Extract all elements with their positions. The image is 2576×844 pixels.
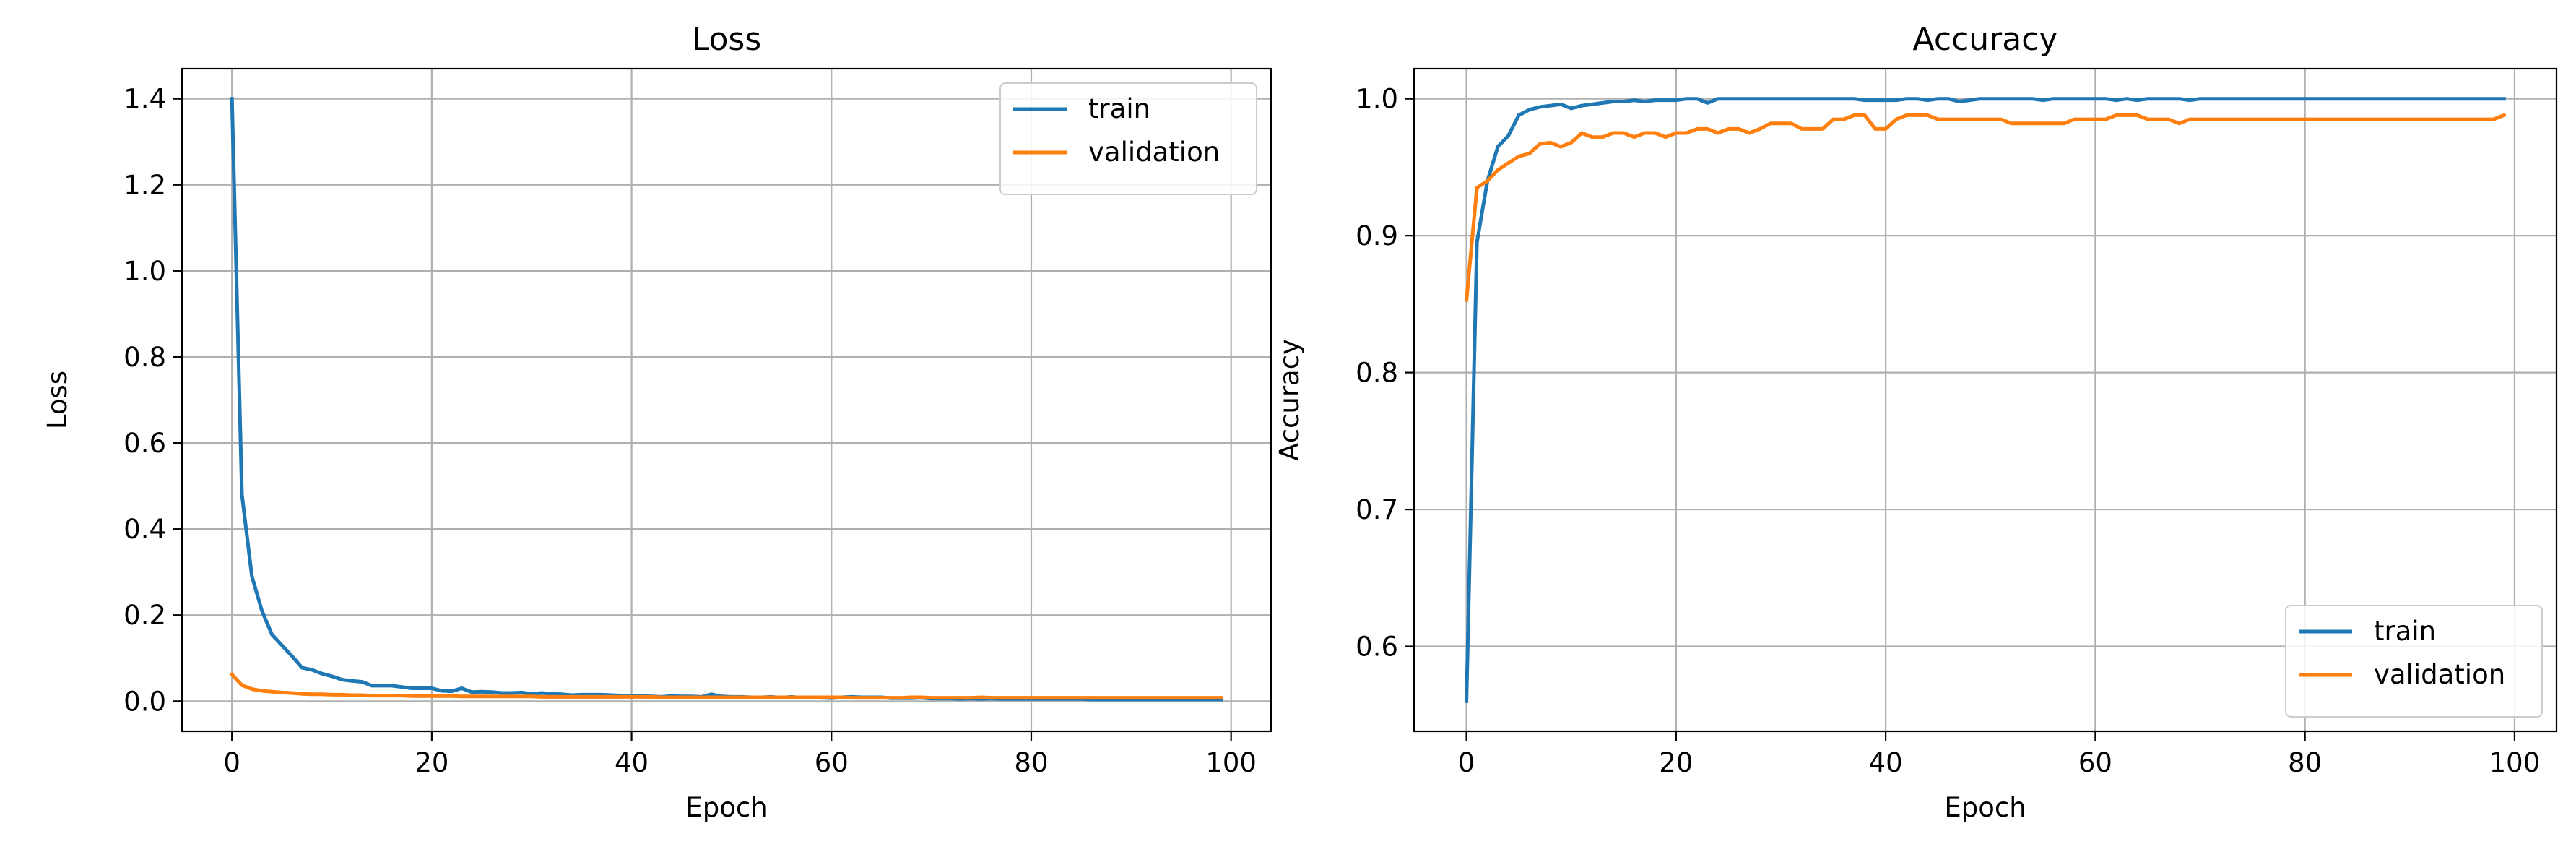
series-line-train xyxy=(1465,97,2506,703)
x-tick-label: 40 xyxy=(615,747,649,778)
chart-title: Accuracy xyxy=(1913,21,2058,58)
legend: train validation xyxy=(2285,605,2543,718)
y-tick-label: 1.0 xyxy=(1356,84,1398,115)
x-tick-label: 100 xyxy=(1205,747,1257,778)
accuracy-chart: Accuracy Epoch Accuracy 0 20 40 60 80 1000.60… xyxy=(1274,21,2558,823)
y-tick-label: 1.4 xyxy=(123,84,166,115)
y-tick-label: 0.7 xyxy=(1356,494,1398,525)
legend: train validation xyxy=(999,82,1257,195)
x-axis-label: Epoch xyxy=(1944,792,2026,823)
series-lines xyxy=(1464,97,2507,703)
series-line-validation xyxy=(1464,113,2507,302)
tick-marks: 0 20 40 60 80 100 0.0 0.2 0.4 0.6 0.8 1.0 1.2 1.4 xyxy=(123,84,1257,778)
x-axis-label: Epoch xyxy=(685,792,767,823)
y-tick-label: 0.4 xyxy=(123,514,166,545)
x-tick-label: 20 xyxy=(1659,747,1693,778)
y-tick-label: 0.6 xyxy=(1356,632,1398,663)
x-tick-label: 20 xyxy=(415,747,448,778)
x-tick-label: 0 xyxy=(223,747,240,778)
legend-label-validation: validation xyxy=(1088,137,1220,168)
y-tick-label: 0.8 xyxy=(123,342,166,373)
y-tick-label: 0.0 xyxy=(123,686,166,717)
y-tick-label: 0.9 xyxy=(1356,220,1398,251)
x-tick-label: 100 xyxy=(2489,747,2541,778)
y-tick-label: 1.0 xyxy=(123,256,166,287)
axes-frame xyxy=(1413,67,2558,733)
x-tick-label: 0 xyxy=(1458,747,1475,778)
y-tick-label: 1.2 xyxy=(123,170,166,201)
series-line-validation xyxy=(229,671,1223,700)
legend-label-train: train xyxy=(2374,616,2436,647)
loss-chart: Loss Epoch Loss 0 20 40 60 80 100 0.0 0.2 0.4 0.6… xyxy=(42,21,1272,823)
x-tick-label: 60 xyxy=(2078,747,2112,778)
y-tick-label: 0.8 xyxy=(1356,358,1398,389)
y-axis-label: Accuracy xyxy=(1274,339,1305,461)
tick-marks: 0 20 40 60 80 100 0.6 0.7 0.8 0.9 1.0 xyxy=(1356,84,2540,778)
axes-frame xyxy=(181,67,1272,733)
chart-title: Loss xyxy=(692,21,762,58)
x-tick-label: 40 xyxy=(1869,747,1903,778)
x-tick-label: 80 xyxy=(1014,747,1048,778)
x-tick-label: 80 xyxy=(2288,747,2322,778)
legend-label-train: train xyxy=(1088,93,1150,124)
y-axis-label: Loss xyxy=(42,371,73,429)
y-tick-label: 0.2 xyxy=(123,600,166,631)
y-tick-label: 0.6 xyxy=(123,428,166,459)
series-lines xyxy=(229,97,1223,702)
x-tick-label: 60 xyxy=(815,747,849,778)
legend-label-validation: validation xyxy=(2374,659,2505,690)
